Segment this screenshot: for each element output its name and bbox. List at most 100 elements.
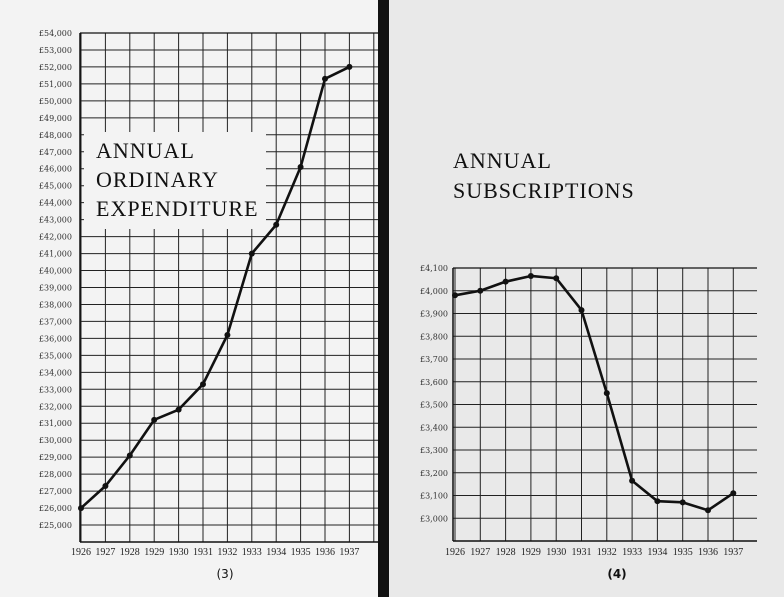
y-tick-label: £46,000 (39, 165, 72, 174)
x-tick-label: 1933 (622, 547, 642, 558)
chart-title-line: EXPENDITURE (96, 196, 259, 221)
data-point (346, 63, 353, 70)
data-point (200, 381, 206, 388)
x-tick-label: 1932 (597, 547, 617, 558)
x-tick-label: 1934 (266, 547, 286, 558)
x-tick-label: 1928 (120, 547, 140, 558)
y-tick-label: £38,000 (39, 300, 72, 309)
data-point (452, 292, 458, 299)
y-tick-label: £3,200 (420, 469, 448, 478)
data-point (679, 499, 686, 506)
x-tick-label: 1930 (546, 547, 566, 558)
data-point (603, 390, 610, 397)
y-tick-label: £45,000 (39, 182, 72, 191)
y-tick-label: £50,000 (39, 97, 72, 106)
data-point (730, 490, 737, 497)
y-tick-label: £26,000 (39, 504, 72, 513)
data-point (102, 483, 109, 490)
data-point (78, 505, 84, 512)
left-page (0, 0, 378, 597)
y-tick-label: £3,400 (420, 423, 448, 432)
x-tick-label: 1936 (698, 547, 718, 558)
data-point (527, 272, 534, 279)
y-tick-label: £54,000 (39, 29, 72, 38)
y-tick-label: £51,000 (39, 80, 72, 89)
data-point (151, 416, 158, 423)
y-tick-label: £3,800 (420, 332, 448, 341)
x-tick-label: 1929 (521, 547, 541, 558)
data-point (578, 307, 585, 314)
x-tick-label: 1934 (647, 547, 667, 558)
y-tick-label: £47,000 (39, 148, 72, 157)
y-tick-label: £27,000 (39, 487, 72, 496)
y-tick-label: £44,000 (39, 199, 72, 208)
x-tick-label: 1935 (291, 547, 311, 558)
x-tick-label: 1935 (673, 547, 693, 558)
y-tick-label: £3,600 (420, 378, 448, 387)
y-tick-label: £36,000 (39, 334, 72, 343)
y-tick-label: £39,000 (39, 284, 72, 293)
y-tick-label: £34,000 (39, 368, 72, 377)
x-tick-label: 1931 (193, 547, 213, 558)
y-tick-label: £29,000 (39, 453, 72, 462)
data-point (224, 332, 231, 339)
x-tick-label: 1926 (445, 547, 465, 558)
data-point (126, 452, 133, 459)
y-tick-label: £49,000 (39, 114, 72, 123)
y-tick-label: £3,900 (420, 310, 448, 319)
y-tick-label: £4,000 (420, 287, 448, 296)
y-tick-label: £33,000 (39, 385, 72, 394)
data-point (477, 287, 484, 294)
y-tick-label: £35,000 (39, 351, 72, 360)
y-tick-label: £28,000 (39, 470, 72, 479)
title-box (84, 132, 266, 229)
data-point (705, 507, 711, 514)
data-point (297, 164, 304, 171)
right-page (389, 0, 784, 597)
data-line (80, 65, 350, 510)
x-tick-label: 1926 (71, 547, 91, 558)
x-tick-label: 1928 (496, 547, 516, 558)
y-tick-label: £31,000 (39, 419, 72, 428)
y-tick-label: £3,500 (420, 401, 448, 410)
x-tick-label: 1937 (723, 547, 743, 558)
x-tick-label: 1929 (144, 547, 164, 558)
y-tick-label: £43,000 (39, 216, 72, 225)
x-tick-label: 1937 (339, 547, 359, 558)
chart-title-line: SUBSCRIPTIONS (453, 178, 635, 203)
y-tick-label: £32,000 (39, 402, 72, 411)
y-tick-label: £3,300 (420, 446, 448, 455)
data-point (502, 278, 509, 285)
data-line (454, 274, 735, 512)
y-tick-label: £25,000 (39, 521, 72, 530)
data-point (273, 221, 280, 228)
x-tick-label: 1936 (315, 547, 335, 558)
y-tick-label: £40,000 (39, 267, 72, 276)
y-tick-label: £42,000 (39, 233, 72, 242)
y-tick-label: £3,100 (420, 492, 448, 501)
data-point (553, 275, 560, 282)
y-tick-label: £53,000 (39, 46, 72, 55)
data-point (248, 250, 255, 257)
chart-title-line: ORDINARY (96, 167, 219, 192)
y-tick-label: £30,000 (39, 436, 72, 445)
figure-caption: (3) (217, 567, 234, 581)
chart-title-line: ANNUAL (453, 148, 552, 173)
data-point (322, 75, 328, 82)
data-point (629, 477, 636, 484)
figure-caption: (4) (607, 567, 626, 581)
y-tick-label: £52,000 (39, 63, 72, 72)
x-tick-label: 1927 (95, 547, 115, 558)
x-tick-label: 1927 (470, 547, 490, 558)
data-point (654, 498, 661, 505)
x-tick-label: 1932 (217, 547, 237, 558)
y-tick-label: £4,100 (420, 264, 448, 273)
x-tick-label: 1933 (242, 547, 262, 558)
y-tick-label: £37,000 (39, 317, 72, 326)
y-tick-label: £41,000 (39, 250, 72, 259)
y-tick-label: £3,000 (420, 514, 448, 523)
y-tick-label: £48,000 (39, 131, 72, 140)
x-tick-label: 1930 (169, 547, 189, 558)
data-point (175, 406, 182, 413)
